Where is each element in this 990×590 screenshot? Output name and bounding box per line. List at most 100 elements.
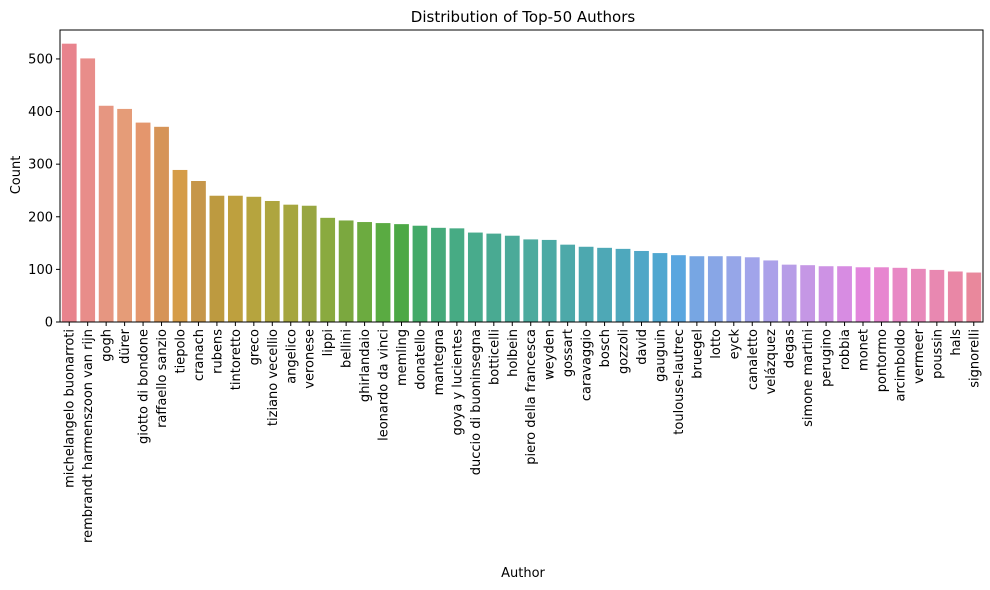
bar — [264, 200, 280, 322]
x-tick-label: rubens — [210, 329, 225, 374]
x-tick-label: gogh — [100, 329, 115, 362]
bar — [375, 223, 391, 322]
x-tick-label: monet — [857, 329, 872, 371]
x-tick-label: david — [635, 329, 650, 365]
bar — [320, 217, 336, 322]
x-tick-label: tiziano vecellio — [266, 329, 281, 426]
y-tick-label: 0 — [45, 316, 53, 331]
bar — [966, 272, 982, 322]
bar — [301, 205, 317, 322]
bar — [135, 122, 151, 322]
x-tick-label: rembrandt harmenszoon van rijn — [81, 329, 96, 543]
bar — [357, 222, 372, 322]
x-tick-label: bosch — [598, 329, 613, 367]
x-tick-label: donatello — [413, 329, 428, 390]
bar — [486, 233, 502, 322]
x-tick-label: perugino — [820, 329, 835, 387]
x-tick-label: holbein — [506, 329, 521, 377]
y-tick-label: 100 — [28, 263, 53, 278]
x-tick-label: duccio di buoninsegna — [469, 329, 484, 475]
x-tick-label: simone martini — [801, 329, 816, 427]
bar — [283, 204, 299, 322]
x-tick-label: eyck — [727, 329, 742, 360]
bar — [412, 225, 428, 322]
bar — [929, 269, 945, 322]
bar — [818, 266, 834, 322]
bar — [504, 235, 520, 322]
bar — [671, 255, 686, 322]
bar — [338, 220, 354, 322]
y-axis: 0 100 200 300 400 500 — [28, 52, 60, 331]
x-tick-label: pontormo — [875, 329, 890, 392]
x-tick-label: hals — [949, 329, 964, 356]
x-tick-label: goya y lucientes — [450, 329, 465, 436]
bars-group — [61, 43, 982, 323]
bar — [892, 267, 908, 322]
bar — [154, 126, 169, 322]
bar — [689, 256, 705, 322]
bar — [449, 228, 465, 322]
x-tick-label: caravaggio — [580, 329, 595, 401]
x-tick-label: botticelli — [487, 329, 502, 385]
x-tick-label: veronese — [303, 329, 318, 389]
x-tick-label: raffaello sanzio — [155, 329, 170, 428]
bar — [874, 267, 889, 322]
bar — [523, 239, 539, 322]
bar — [560, 244, 576, 322]
bar — [172, 169, 188, 322]
bar — [855, 267, 871, 322]
bar — [394, 224, 409, 322]
bar — [781, 264, 797, 322]
bar — [191, 181, 206, 322]
bar — [634, 250, 649, 322]
bar — [652, 253, 668, 322]
x-tick-label: weyden — [543, 329, 558, 380]
x-tick-label: vermeer — [912, 328, 927, 383]
bar — [578, 246, 594, 322]
bar — [467, 232, 483, 322]
x-tick-label: greco — [247, 329, 262, 365]
x-axis-label: Author — [501, 566, 545, 581]
bar — [947, 271, 963, 322]
x-tick-label: poussin — [930, 329, 945, 379]
x-tick-label: gauguin — [653, 329, 668, 382]
x-tick-label: robbia — [838, 329, 853, 370]
y-tick-label: 200 — [28, 210, 53, 225]
x-tick-label: tintoretto — [229, 329, 244, 390]
bar — [744, 257, 760, 322]
bar — [763, 260, 779, 322]
x-tick-label: lotto — [709, 329, 724, 359]
x-tick-label: giotto di bondone — [137, 329, 152, 444]
bar — [707, 256, 723, 322]
chart-title: Distribution of Top-50 Authors — [411, 8, 636, 26]
bar — [227, 195, 243, 322]
x-tick-label: toulouse-lautrec — [672, 329, 687, 435]
x-tick-label: gozzoli — [617, 329, 632, 374]
x-tick-label: tiepolo — [173, 329, 188, 374]
y-axis-label: Count — [9, 156, 24, 195]
x-tick-label: memling — [395, 329, 410, 386]
bar — [431, 227, 446, 322]
bar — [615, 248, 631, 322]
bar — [98, 105, 114, 322]
x-tick-label: cranach — [192, 329, 207, 381]
bar — [726, 256, 742, 322]
x-tick-label: canaletto — [746, 329, 761, 390]
bar — [246, 196, 262, 322]
x-tick-label: bellini — [340, 329, 355, 368]
y-tick-label: 400 — [28, 105, 53, 120]
x-tick-label: mantegna — [432, 329, 447, 395]
bar — [209, 195, 225, 322]
bar — [61, 43, 77, 323]
y-tick-label: 500 — [28, 52, 53, 67]
y-tick-label: 300 — [28, 158, 53, 173]
x-tick-label: bruegel — [690, 329, 705, 379]
bar — [837, 266, 852, 322]
bar — [911, 268, 926, 322]
x-tick-label: lippi — [321, 329, 336, 356]
x-tick-label: ghirlandaio — [358, 329, 373, 402]
bar — [800, 265, 816, 322]
x-tick-label: signorelli — [967, 329, 982, 388]
x-tick-label: gossart — [561, 329, 576, 377]
x-tick-label: dürer — [118, 328, 133, 364]
